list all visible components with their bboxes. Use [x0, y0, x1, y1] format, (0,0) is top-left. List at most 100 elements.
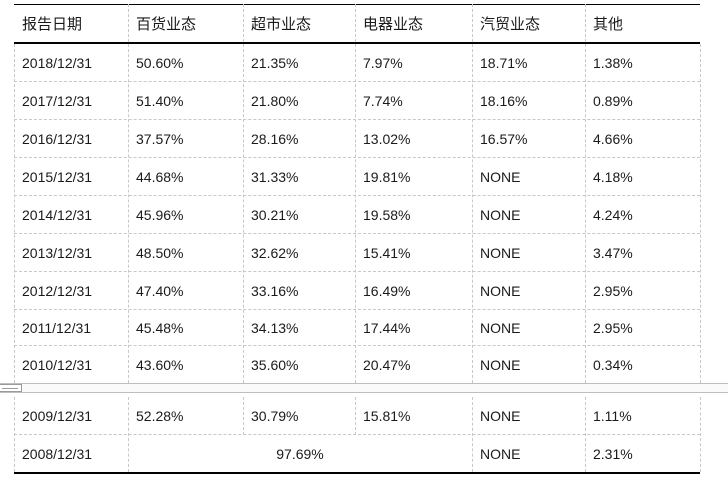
cell-supermarket: 28.16%: [251, 130, 299, 147]
cell-merged-retail: 97.69%: [276, 445, 324, 462]
cell-other: 4.66%: [593, 130, 633, 147]
cell-supermarket: 31.33%: [251, 168, 299, 185]
header-supermarket: 超市业态: [251, 15, 312, 33]
table-header-row: 报告日期 百货业态 超市业态 电器业态 汽贸业态 其他: [14, 4, 700, 42]
cell-auto-trade: NONE: [480, 407, 521, 424]
cell-electrical: 13.02%: [363, 130, 411, 147]
column-divider: [472, 397, 473, 472]
cell-date: 2011/12/31: [22, 319, 92, 336]
column-divider: [128, 397, 129, 472]
cell-auto-trade: NONE: [480, 168, 521, 185]
header-other: 其他: [593, 15, 624, 33]
cell-auto-trade: 18.16%: [480, 92, 528, 109]
cell-other: 4.18%: [593, 168, 633, 185]
cell-auto-trade: NONE: [480, 244, 521, 261]
header-report-date: 报告日期: [22, 15, 83, 33]
cell-electrical: 19.81%: [363, 168, 411, 185]
column-divider: [585, 4, 586, 383]
cell-date: 2016/12/31: [22, 130, 93, 147]
cell-date: 2014/12/31: [22, 206, 93, 223]
cell-auto-trade: NONE: [480, 319, 521, 336]
cell-date: 2015/12/31: [22, 168, 93, 185]
column-divider: [14, 44, 15, 383]
cell-other: 1.38%: [593, 54, 633, 71]
cell-other: 0.34%: [593, 356, 633, 373]
cell-date: 2012/12/31: [22, 282, 93, 299]
cell-supermarket: 30.21%: [251, 206, 299, 223]
cell-date: 2009/12/31: [22, 407, 93, 424]
cell-department-store: 52.28%: [136, 407, 184, 424]
column-divider: [355, 4, 356, 383]
cell-auto-trade: 18.71%: [480, 54, 528, 71]
cell-department-store: 51.40%: [136, 92, 184, 109]
table-row: 2012/12/31 47.40% 33.16% 16.49% NONE 2.9…: [14, 272, 700, 310]
cell-other: 2.95%: [593, 282, 633, 299]
table-row: 2014/12/31 45.96% 30.21% 19.58% NONE 4.2…: [14, 196, 700, 234]
cell-electrical: 20.47%: [363, 356, 411, 373]
cell-electrical: 16.49%: [363, 282, 411, 299]
cell-auto-trade: NONE: [480, 356, 521, 373]
table-row-merged: 2008/12/31 97.69% NONE 2.31%: [14, 435, 700, 472]
cell-department-store: 37.57%: [136, 130, 184, 147]
cell-department-store: 43.60%: [136, 356, 184, 373]
column-divider: [585, 397, 586, 472]
cell-auto-trade: 16.57%: [480, 130, 528, 147]
column-divider: [700, 397, 701, 472]
table-row: 2017/12/31 51.40% 21.80% 7.74% 18.16% 0.…: [14, 82, 700, 120]
cell-supermarket: 30.79%: [251, 407, 299, 424]
table-row: 2018/12/31 50.60% 21.35% 7.97% 18.71% 1.…: [14, 44, 700, 82]
cell-supermarket: 35.60%: [251, 356, 299, 373]
cell-supermarket: 34.13%: [251, 319, 299, 336]
cell-auto-trade: NONE: [480, 282, 521, 299]
cell-other: 0.89%: [593, 92, 633, 109]
cell-date: 2008/12/31: [22, 445, 93, 462]
cell-other: 2.31%: [593, 445, 633, 462]
cell-supermarket: 21.80%: [251, 92, 299, 109]
cell-department-store: 48.50%: [136, 244, 184, 261]
cell-department-store: 44.68%: [136, 168, 184, 185]
cell-date: 2010/12/31: [22, 356, 93, 373]
cell-auto-trade: NONE: [480, 445, 521, 462]
header-electrical: 电器业态: [363, 15, 424, 33]
table-row: 2016/12/31 37.57% 28.16% 13.02% 16.57% 4…: [14, 120, 700, 158]
page-break-separator: [0, 383, 728, 393]
cell-other: 4.24%: [593, 206, 633, 223]
cell-department-store: 45.96%: [136, 206, 184, 223]
column-divider: [14, 397, 15, 472]
cell-other: 3.47%: [593, 244, 633, 261]
cell-other: 2.95%: [593, 319, 633, 336]
cell-electrical: 17.44%: [363, 319, 411, 336]
cell-electrical: 19.58%: [363, 206, 411, 223]
table-row: 2009/12/31 52.28% 30.79% 15.81% NONE 1.1…: [14, 397, 700, 435]
column-divider: [243, 4, 244, 383]
cell-supermarket: 33.16%: [251, 282, 299, 299]
cell-electrical: 7.74%: [363, 92, 403, 109]
header-department-store: 百货业态: [136, 15, 197, 33]
cell-other: 1.11%: [593, 407, 632, 424]
table-header-rule: [14, 42, 700, 44]
column-divider: [243, 397, 244, 435]
table-row: 2011/12/31 45.48% 34.13% 17.44% NONE 2.9…: [14, 310, 700, 346]
column-divider: [355, 397, 356, 435]
column-divider: [128, 4, 129, 383]
column-divider: [472, 4, 473, 383]
cell-department-store: 50.60%: [136, 54, 184, 71]
cell-supermarket: 21.35%: [251, 54, 299, 71]
table-row: 2015/12/31 44.68% 31.33% 19.81% NONE 4.1…: [14, 158, 700, 196]
cell-electrical: 15.41%: [363, 244, 411, 261]
cell-electrical: 15.81%: [363, 407, 411, 424]
cell-date: 2013/12/31: [22, 244, 93, 261]
cell-supermarket: 32.62%: [251, 244, 299, 261]
table-row: 2010/12/31 43.60% 35.60% 20.47% NONE 0.3…: [14, 346, 700, 383]
cell-date: 2018/12/31: [22, 54, 93, 71]
table-top-rule: [14, 4, 700, 5]
table-row: 2013/12/31 48.50% 32.62% 15.41% NONE 3.4…: [14, 234, 700, 272]
cell-electrical: 7.97%: [363, 54, 403, 71]
cell-date: 2017/12/31: [22, 92, 93, 109]
column-divider: [700, 44, 701, 383]
table-bottom-rule: [14, 472, 700, 474]
cell-department-store: 47.40%: [136, 282, 184, 299]
header-auto-trade: 汽贸业态: [480, 15, 541, 33]
page-break-handle[interactable]: [0, 384, 22, 392]
cell-auto-trade: NONE: [480, 206, 521, 223]
